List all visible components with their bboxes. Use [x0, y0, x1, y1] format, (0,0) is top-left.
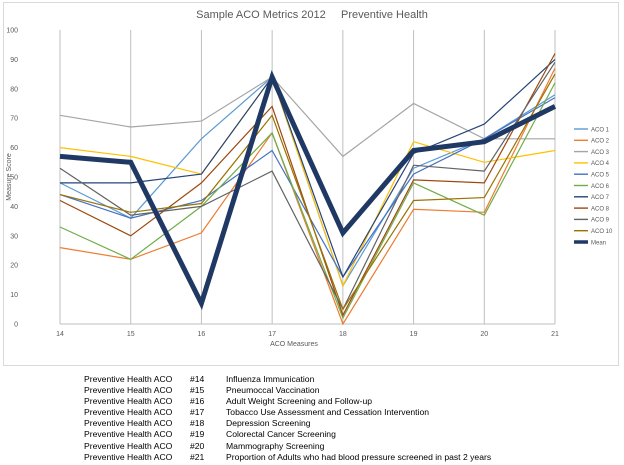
x-tick-label: 19: [410, 331, 418, 338]
footnote-number: #15: [190, 385, 205, 396]
footnote-number: #21: [190, 451, 205, 462]
footnote-prefix: Preventive Health ACO: [84, 374, 173, 384]
line-chart: 0 10 20 30 40 50 60 70 80 90 100 14 15 16 17 18 19 20 21 AC…: [6, 28, 613, 349]
y-tick-label: 60: [10, 145, 18, 152]
footnote-prefix: Preventive Health ACO: [84, 418, 173, 429]
x-tick-label: 17: [268, 331, 276, 338]
x-tick-label: 21: [551, 331, 559, 338]
series-line-aco-8: [59, 53, 556, 317]
x-tick-label: 20: [480, 331, 488, 338]
y-tick-label: 70: [10, 116, 18, 123]
legend-label: ACO 9: [591, 218, 610, 224]
series-line-mean: [59, 70, 557, 311]
chart-title: Sample ACO Metrics 2012 Preventive Healt…: [196, 9, 428, 21]
legend-label: ACO 3: [591, 150, 610, 156]
footnote-prefix: Preventive Health ACO: [84, 429, 173, 440]
footnote-prefix: Preventive Health ACO: [84, 396, 173, 407]
legend-label: Mean: [591, 240, 606, 246]
footnote-description: Pneumoccal Vaccination: [226, 385, 320, 396]
series-line-aco-6: [59, 82, 556, 320]
footnote-description: Mammography Screening: [226, 440, 325, 451]
footnote-prefix: Preventive Health ACO: [84, 385, 173, 396]
x-tick-label: 14: [56, 331, 64, 338]
footnote-prefix: Preventive Health ACO: [84, 440, 173, 451]
y-tick-label: 10: [10, 292, 18, 299]
y-tick-label: 20: [10, 263, 18, 270]
y-axis-label: Measure Score: [6, 153, 13, 201]
footnote-prefix: Preventive Health ACO: [84, 407, 173, 418]
series-line-aco-5: [59, 97, 556, 279]
footnote-number: #18: [190, 418, 205, 429]
footnote-number: #17: [190, 407, 205, 418]
x-tick-label: 15: [127, 331, 135, 338]
series-line-aco-3: [59, 76, 555, 158]
series-line-aco-2: [59, 67, 556, 326]
footnote-description: Proportion of Adults who had blood press…: [226, 451, 492, 462]
y-tick-label: 50: [10, 175, 18, 182]
legend-label: ACO 2: [591, 139, 610, 145]
series-line-aco-9: [59, 61, 556, 311]
footnote-number: #20: [190, 440, 205, 451]
y-tick-label: 80: [10, 86, 18, 93]
legend-label: ACO 8: [591, 206, 610, 212]
footnote-prefix: Preventive Health ACO: [84, 451, 173, 462]
series-line-aco-4: [59, 75, 556, 288]
footnote-number: #14: [190, 374, 205, 384]
y-tick-label: 100: [6, 28, 18, 35]
legend-label: ACO 1: [591, 127, 610, 133]
footnote-description: Adult Weight Screening and Follow-up: [226, 396, 373, 407]
legend-label: ACO 7: [591, 195, 610, 201]
footnote-description: Colorectal Cancer Screening: [226, 429, 336, 440]
footnote-description: Influenza Immunication: [226, 374, 315, 384]
footnote-description: Depression Screening: [226, 418, 311, 429]
chart-frame: [3, 2, 619, 366]
x-axis-label: ACO Measures: [270, 341, 318, 348]
footnote-description: Tobacco Use Assessment and Cessation Int…: [226, 407, 430, 418]
legend-label: ACO 5: [591, 173, 610, 179]
legend-label: ACO 6: [591, 184, 610, 190]
x-tick-label: 16: [198, 331, 206, 338]
legend-label: ACO 4: [591, 161, 610, 167]
series-line-aco-10: [59, 73, 556, 311]
y-tick-label: 0: [14, 322, 18, 329]
y-tick-label: 30: [10, 233, 18, 240]
footnote-number: #19: [190, 429, 205, 440]
legend-label: ACO 10: [591, 229, 613, 235]
y-tick-label: 90: [10, 57, 18, 64]
y-tick-label: 40: [10, 204, 18, 211]
footnote-number: #16: [190, 396, 205, 407]
x-tick-label: 18: [339, 331, 347, 338]
